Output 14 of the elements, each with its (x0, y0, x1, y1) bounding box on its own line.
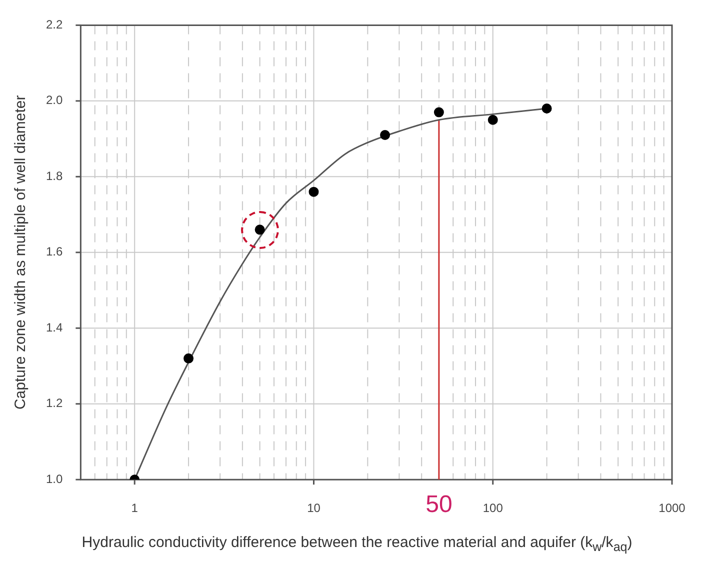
x-tick-label: 1000 (658, 501, 686, 516)
y-tick-label: 1.4 (46, 320, 63, 334)
y-axis-title: Capture zone width as multiple of well diameter (12, 95, 30, 410)
x-tick-label: 10 (307, 501, 321, 516)
y-tick-label: 2.2 (46, 18, 63, 32)
x-axis-title: Hydraulic conductivity difference between the reactive material and aquifer (k$_{w}$/k$_{aq}$) (80, 534, 634, 554)
ref-line-label: 50 (426, 491, 452, 518)
y-tick-label: 1.6 (46, 244, 63, 259)
y-tick-label: 1.0 (46, 472, 63, 486)
x-tick-label: 1 (131, 501, 138, 516)
y-tick-label: 2.0 (46, 93, 63, 108)
x-tick-label: 100 (482, 501, 504, 516)
y-tick-label: 1.2 (46, 396, 63, 410)
y-tick-label: 1.8 (46, 168, 63, 183)
